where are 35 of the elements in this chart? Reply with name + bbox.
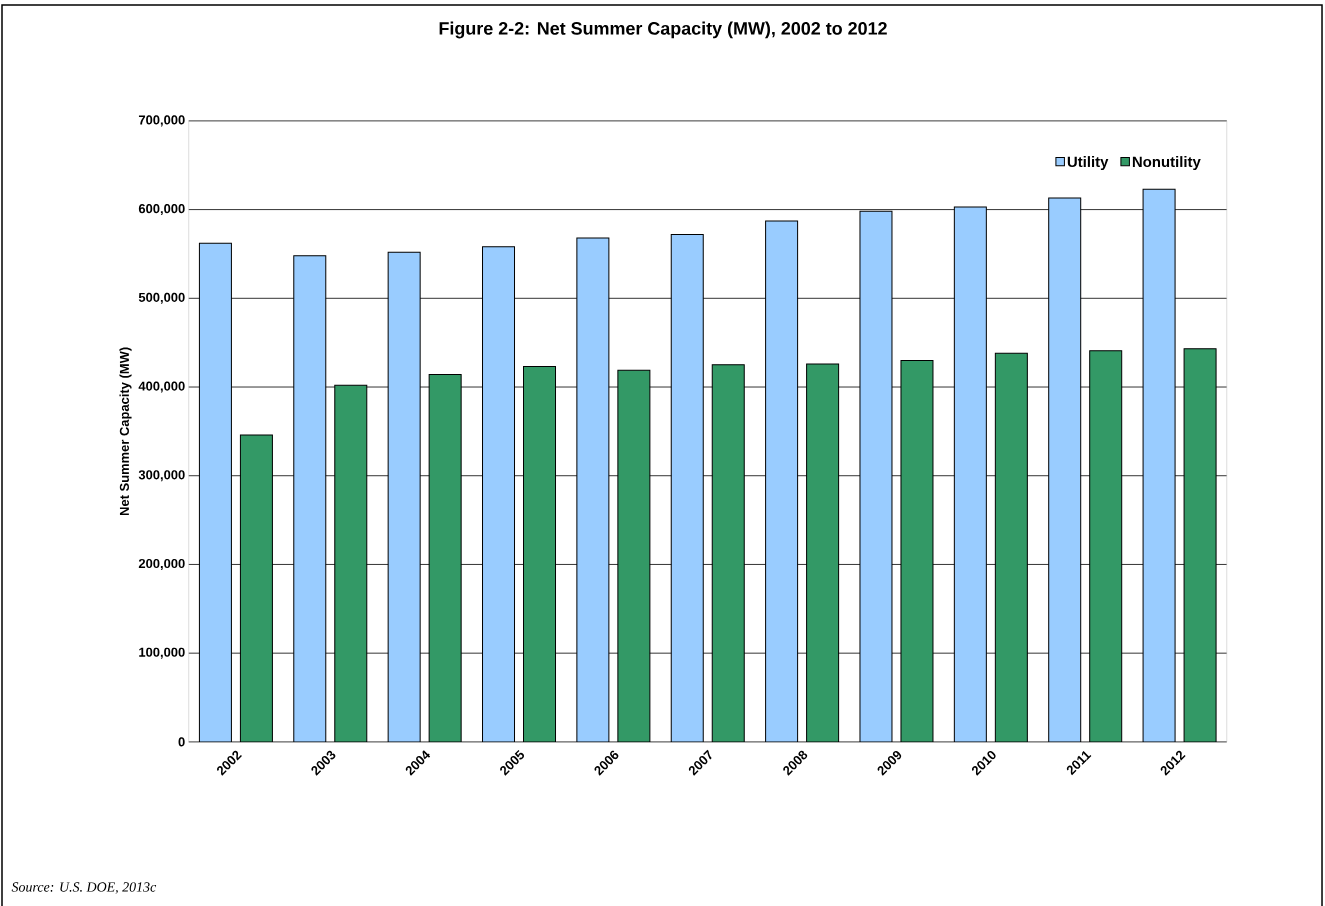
bar: [1142, 188, 1176, 742]
bar: [1183, 348, 1217, 742]
legend-label: Utility: [1067, 156, 1109, 171]
y-tick-label: 0: [178, 737, 185, 747]
y-tick-label: 200,000: [138, 558, 185, 570]
y-tick-label: 500,000: [138, 292, 185, 304]
bar: [334, 384, 368, 742]
bar: [1089, 350, 1123, 742]
bar: [239, 434, 273, 742]
y-tick-label: 700,000: [138, 115, 185, 127]
bar: [523, 366, 557, 742]
bar: [482, 246, 516, 742]
chart-title: Figure 2-2: Net Summer Capacity (MW), 2002 to 2012: [439, 21, 887, 39]
legend-label: Nonutility: [1132, 156, 1201, 171]
bar: [994, 352, 1028, 742]
bar: [576, 237, 610, 742]
bar: [670, 233, 704, 742]
source-note: Source: U.S. DOE, 2013c: [11, 882, 157, 894]
bar: [293, 255, 327, 742]
bar: [953, 206, 987, 742]
y-tick-label: 100,000: [139, 647, 185, 659]
y-tick-label: 300,000: [138, 470, 185, 482]
bar: [806, 363, 840, 742]
bar: [859, 210, 893, 742]
y-tick-label: 600,000: [138, 204, 185, 216]
bar: [387, 251, 421, 742]
bar: [617, 369, 651, 742]
bar: [198, 242, 232, 742]
bar: [900, 359, 934, 742]
y-tick-label: 400,000: [138, 381, 185, 393]
bar: [428, 374, 462, 742]
y-axis-title: Net Summer Capacity (MW): [119, 347, 132, 516]
bar: [1048, 197, 1082, 742]
bar: [765, 220, 799, 742]
bar: [711, 364, 745, 742]
